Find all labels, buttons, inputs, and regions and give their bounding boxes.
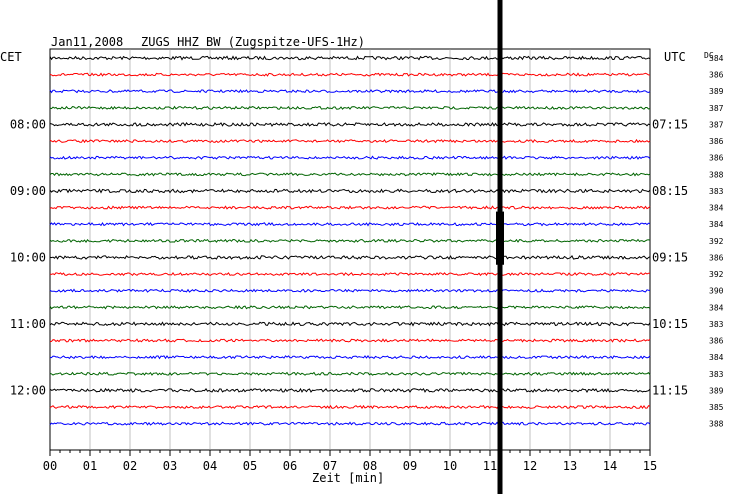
dc-value: 386 bbox=[709, 154, 724, 163]
chart-labels: 00 01 02 03 04 05 06 07 08 09 10 11 12 13 14 15 08:00 09:… bbox=[10, 54, 724, 473]
dc-value: 384 bbox=[709, 204, 724, 213]
left-time-label: 10:00 bbox=[10, 250, 46, 264]
dc-value: 386 bbox=[709, 71, 724, 80]
seismic-trace bbox=[49, 238, 651, 243]
right-time-label: 11:15 bbox=[652, 383, 688, 397]
x-axis-label: Zeit [min] bbox=[312, 471, 384, 485]
x-tick-label: 07 bbox=[323, 459, 337, 473]
seismic-trace bbox=[49, 371, 651, 376]
x-tick-label: 14 bbox=[603, 459, 617, 473]
dc-label: DC bbox=[704, 51, 714, 60]
x-tick-label: 03 bbox=[163, 459, 177, 473]
dc-value: 384 bbox=[709, 220, 724, 229]
event-peak bbox=[496, 211, 504, 265]
seismic-trace bbox=[49, 72, 651, 77]
seismic-trace bbox=[49, 272, 650, 277]
x-tick-label: 13 bbox=[563, 459, 577, 473]
seismic-trace bbox=[49, 387, 651, 393]
right-time-label: 08:15 bbox=[652, 184, 688, 198]
right-time-label: 10:15 bbox=[652, 317, 688, 331]
dc-value: 389 bbox=[709, 87, 724, 96]
x-tick-label: 06 bbox=[283, 459, 297, 473]
record-date: Jan11,2008 bbox=[51, 35, 123, 49]
dc-value: 392 bbox=[709, 270, 724, 279]
dc-value: 392 bbox=[709, 237, 724, 246]
seismic-trace bbox=[49, 121, 651, 127]
right-time-label: 07:15 bbox=[652, 117, 688, 131]
x-tick-label: 09 bbox=[403, 459, 417, 473]
dc-value: 386 bbox=[709, 337, 724, 346]
dc-value: 384 bbox=[709, 353, 724, 362]
dc-value: 387 bbox=[709, 104, 724, 113]
right-time-label: 09:15 bbox=[652, 250, 688, 264]
dc-value: 388 bbox=[709, 420, 724, 429]
seismic-trace bbox=[49, 105, 651, 111]
x-tick-label: 04 bbox=[203, 459, 217, 473]
left-time-label: 08:00 bbox=[10, 117, 46, 131]
seismic-trace bbox=[49, 288, 651, 293]
seismic-trace bbox=[49, 338, 651, 343]
x-tick-label: 01 bbox=[83, 459, 97, 473]
dc-value: 383 bbox=[709, 370, 724, 379]
x-tick-label: 00 bbox=[43, 459, 57, 473]
right-timezone: UTC bbox=[664, 50, 686, 64]
dc-value: 387 bbox=[709, 120, 724, 129]
seismic-trace bbox=[49, 305, 651, 310]
earthquake-event bbox=[496, 0, 504, 494]
seismic-trace bbox=[49, 138, 651, 144]
seismic-trace bbox=[49, 404, 651, 410]
dc-value: 383 bbox=[709, 320, 724, 329]
x-tick-label: 15 bbox=[643, 459, 657, 473]
seismic-trace bbox=[49, 205, 651, 210]
x-tick-label: 02 bbox=[123, 459, 137, 473]
seismic-trace bbox=[49, 321, 651, 327]
x-tick-label: 08 bbox=[363, 459, 377, 473]
dc-value: 384 bbox=[709, 54, 724, 63]
station-title: ZUGS HHZ BW (Zugspitze-UFS-1Hz) bbox=[141, 35, 365, 49]
left-timezone: CET bbox=[0, 50, 22, 64]
seismic-trace bbox=[49, 172, 651, 177]
dc-value: 386 bbox=[709, 253, 724, 262]
dc-value: 383 bbox=[709, 187, 724, 196]
seismic-trace bbox=[49, 421, 651, 426]
dc-value: 388 bbox=[709, 170, 724, 179]
seismic-trace bbox=[49, 89, 651, 94]
seismic-trace bbox=[49, 355, 651, 360]
seismic-trace bbox=[49, 254, 651, 260]
left-time-label: 09:00 bbox=[10, 184, 46, 198]
grid-lines bbox=[89, 49, 611, 450]
seismic-traces bbox=[49, 55, 651, 426]
left-time-label: 11:00 bbox=[10, 317, 46, 331]
seismic-trace bbox=[49, 188, 651, 194]
dc-value: 385 bbox=[709, 403, 724, 412]
dc-value: 390 bbox=[709, 287, 724, 296]
dc-value: 389 bbox=[709, 386, 724, 395]
x-tick-label: 11 bbox=[483, 459, 497, 473]
left-time-label: 12:00 bbox=[10, 383, 46, 397]
dc-value: 384 bbox=[709, 303, 724, 312]
dc-value: 386 bbox=[709, 137, 724, 146]
x-tick-label: 05 bbox=[243, 459, 257, 473]
seismic-trace bbox=[49, 155, 651, 160]
seismic-trace bbox=[49, 55, 651, 61]
x-tick-label: 10 bbox=[443, 459, 457, 473]
x-axis-ticks bbox=[49, 450, 651, 456]
seismic-trace bbox=[49, 222, 651, 227]
plot-frame bbox=[49, 48, 651, 451]
x-tick-label: 12 bbox=[523, 459, 537, 473]
